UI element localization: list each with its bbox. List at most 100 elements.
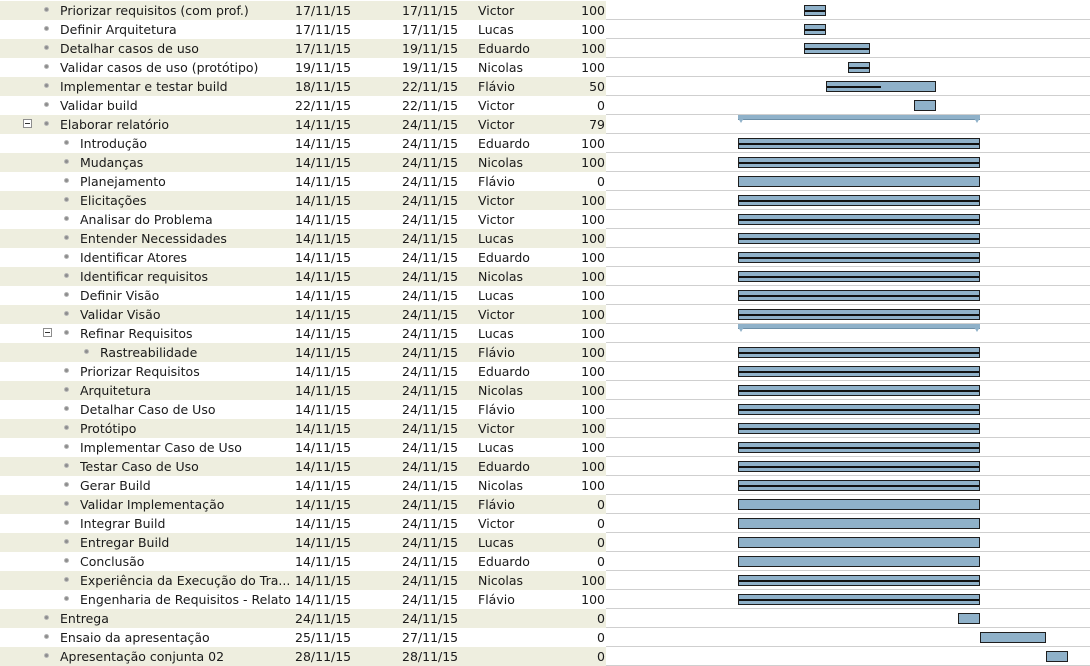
task-row[interactable]: Definir Arquitetura 17/11/15 17/11/15 Lucas… xyxy=(0,20,606,39)
task-row[interactable]: Identificar Atores 14/11/15 24/11/15 Eduard… xyxy=(0,248,606,267)
task-start-date: 14/11/15 xyxy=(295,516,352,531)
task-row[interactable]: Apresentação conjunta 02 28/11/15 28/11/15… xyxy=(0,647,606,666)
gantt-task-bar[interactable] xyxy=(914,100,936,111)
gantt-task-bar[interactable] xyxy=(738,537,980,548)
task-row[interactable]: Entregar Build 14/11/15 24/11/15 Lucas 0 xyxy=(0,533,606,552)
gantt-task-bar[interactable] xyxy=(804,5,826,16)
task-name: Implementar Caso de Uso xyxy=(80,440,242,455)
gantt-task-bar[interactable] xyxy=(738,347,980,358)
task-percent-complete: 100 xyxy=(581,383,605,398)
gantt-task-bar[interactable] xyxy=(738,556,980,567)
gantt-task-bar[interactable] xyxy=(804,43,870,54)
task-row[interactable]: Priorizar Requisitos 14/11/15 24/11/15 Edua… xyxy=(0,362,606,381)
task-end-date: 19/11/15 xyxy=(402,60,459,75)
collapse-toggle-icon[interactable] xyxy=(43,328,52,337)
task-row[interactable]: Testar Caso de Uso 14/11/15 24/11/15 Eduard… xyxy=(0,457,606,476)
gantt-task-bar[interactable] xyxy=(738,195,980,206)
task-percent-complete: 100 xyxy=(581,231,605,246)
gantt-task-bar[interactable] xyxy=(738,442,980,453)
task-percent-complete: 100 xyxy=(581,250,605,265)
gantt-summary-bar[interactable] xyxy=(738,324,980,332)
task-row[interactable]: Detalhar Caso de Uso 14/11/15 24/11/15 Fláv… xyxy=(0,400,606,419)
gantt-summary-bar[interactable] xyxy=(738,115,980,123)
gantt-task-bar[interactable] xyxy=(738,499,980,510)
gantt-row xyxy=(606,571,1090,590)
task-start-date: 14/11/15 xyxy=(295,421,352,436)
task-row[interactable]: Rastreabilidade 14/11/15 24/11/15 Flávio 100 xyxy=(0,343,606,362)
gantt-task-bar[interactable] xyxy=(738,423,980,434)
gantt-task-bar[interactable] xyxy=(738,233,980,244)
collapse-toggle-icon[interactable] xyxy=(23,119,32,128)
gantt-task-bar[interactable] xyxy=(738,594,980,605)
gantt-task-bar[interactable] xyxy=(738,385,980,396)
task-bullet-icon xyxy=(64,387,69,392)
task-resource: Flávio xyxy=(478,497,515,512)
gantt-task-bar[interactable] xyxy=(804,24,826,35)
task-row[interactable]: Elicitações 14/11/15 24/11/15 Victor 100 xyxy=(0,191,606,210)
task-name: Validar build xyxy=(60,98,138,113)
task-row[interactable]: Planejamento 14/11/15 24/11/15 Flávio 0 xyxy=(0,172,606,191)
task-row[interactable]: Entrega 24/11/15 24/11/15 0 xyxy=(0,609,606,628)
task-row[interactable]: Integrar Build 14/11/15 24/11/15 Victor 0 xyxy=(0,514,606,533)
task-row[interactable]: Mudanças 14/11/15 24/11/15 Nicolas 100 xyxy=(0,153,606,172)
task-name: Priorizar requisitos (com prof.) xyxy=(60,3,249,18)
task-resource: Victor xyxy=(478,117,515,132)
task-resource: Lucas xyxy=(478,288,514,303)
gantt-task-bar[interactable] xyxy=(738,309,980,320)
task-percent-complete: 100 xyxy=(581,288,605,303)
gantt-task-bar[interactable] xyxy=(738,271,980,282)
task-resource xyxy=(478,628,568,647)
gantt-task-bar[interactable] xyxy=(826,81,936,92)
task-row[interactable]: Analisar do Problema 14/11/15 24/11/15 Vict… xyxy=(0,210,606,229)
task-row[interactable]: Implementar e testar build 18/11/15 22/11/… xyxy=(0,77,606,96)
task-row[interactable]: Gerar Build 14/11/15 24/11/15 Nicolas 100 xyxy=(0,476,606,495)
task-name-cell: Definir Arquitetura xyxy=(0,20,293,39)
task-name: Protótipo xyxy=(80,421,137,436)
gantt-task-bar[interactable] xyxy=(738,366,980,377)
gantt-progress-line xyxy=(805,10,825,12)
gantt-task-bar[interactable] xyxy=(738,575,980,586)
task-percent-complete: 100 xyxy=(581,193,605,208)
gantt-task-bar[interactable] xyxy=(738,138,980,149)
task-row[interactable]: Refinar Requisitos 14/11/15 24/11/15 Lucas 1… xyxy=(0,324,606,343)
gantt-task-bar[interactable] xyxy=(738,214,980,225)
task-row[interactable]: Implementar Caso de Uso 14/11/15 24/11/15 L… xyxy=(0,438,606,457)
gantt-task-bar[interactable] xyxy=(738,480,980,491)
gantt-task-bar[interactable] xyxy=(738,290,980,301)
gantt-task-bar[interactable] xyxy=(738,176,980,187)
task-row[interactable]: Priorizar requisitos (com prof.) 17/11/15… xyxy=(0,1,606,20)
gantt-task-bar[interactable] xyxy=(738,404,980,415)
gantt-progress-line xyxy=(739,295,979,297)
task-row[interactable]: Conclusão 14/11/15 24/11/15 Eduardo 0 xyxy=(0,552,606,571)
task-row[interactable]: Validar Visão 14/11/15 24/11/15 Victor 100 xyxy=(0,305,606,324)
task-bullet-icon xyxy=(44,7,49,12)
task-row[interactable]: Definir Visão 14/11/15 24/11/15 Lucas 100 xyxy=(0,286,606,305)
task-row[interactable]: Arquitetura 14/11/15 24/11/15 Nicolas 100 xyxy=(0,381,606,400)
task-name: Validar casos de uso (protótipo) xyxy=(60,60,259,75)
task-row[interactable]: Entender Necessidades 14/11/15 24/11/15 Luc… xyxy=(0,229,606,248)
gantt-task-bar[interactable] xyxy=(738,461,980,472)
task-row[interactable]: Engenharia de Requisitos - Relato 14/11/1… xyxy=(0,590,606,609)
task-start-date: 28/11/15 xyxy=(295,649,352,664)
gantt-task-bar[interactable] xyxy=(980,632,1046,643)
task-row[interactable]: Validar casos de uso (protótipo) 19/11/15… xyxy=(0,58,606,77)
task-row[interactable]: Elaborar relatório 14/11/15 24/11/15 Victor… xyxy=(0,115,606,134)
task-row[interactable]: Ensaio da apresentação 25/11/15 27/11/15 0 xyxy=(0,628,606,647)
gantt-task-bar[interactable] xyxy=(738,157,980,168)
task-row[interactable]: Experiência da Execução do Tra... 14/11/1… xyxy=(0,571,606,590)
task-row[interactable]: Validar build 22/11/15 22/11/15 Victor 0 xyxy=(0,96,606,115)
task-name-cell: Ensaio da apresentação xyxy=(0,628,293,647)
gantt-task-bar[interactable] xyxy=(1046,651,1068,662)
task-row[interactable]: Identificar requisitos 14/11/15 24/11/15 Ni… xyxy=(0,267,606,286)
gantt-task-bar[interactable] xyxy=(958,613,980,624)
task-percent-complete: 100 xyxy=(581,212,605,227)
task-name: Validar Visão xyxy=(80,307,161,322)
task-row[interactable]: Detalhar casos de uso 17/11/15 19/11/15 Edu… xyxy=(0,39,606,58)
gantt-task-bar[interactable] xyxy=(738,518,980,529)
task-row[interactable]: Introdução 14/11/15 24/11/15 Eduardo 100 xyxy=(0,134,606,153)
gantt-task-bar[interactable] xyxy=(738,252,980,263)
gantt-task-bar[interactable] xyxy=(848,62,870,73)
task-row[interactable]: Validar Implementação 14/11/15 24/11/15 Flá… xyxy=(0,495,606,514)
task-bullet-icon xyxy=(64,501,69,506)
task-row[interactable]: Protótipo 14/11/15 24/11/15 Victor 100 xyxy=(0,419,606,438)
